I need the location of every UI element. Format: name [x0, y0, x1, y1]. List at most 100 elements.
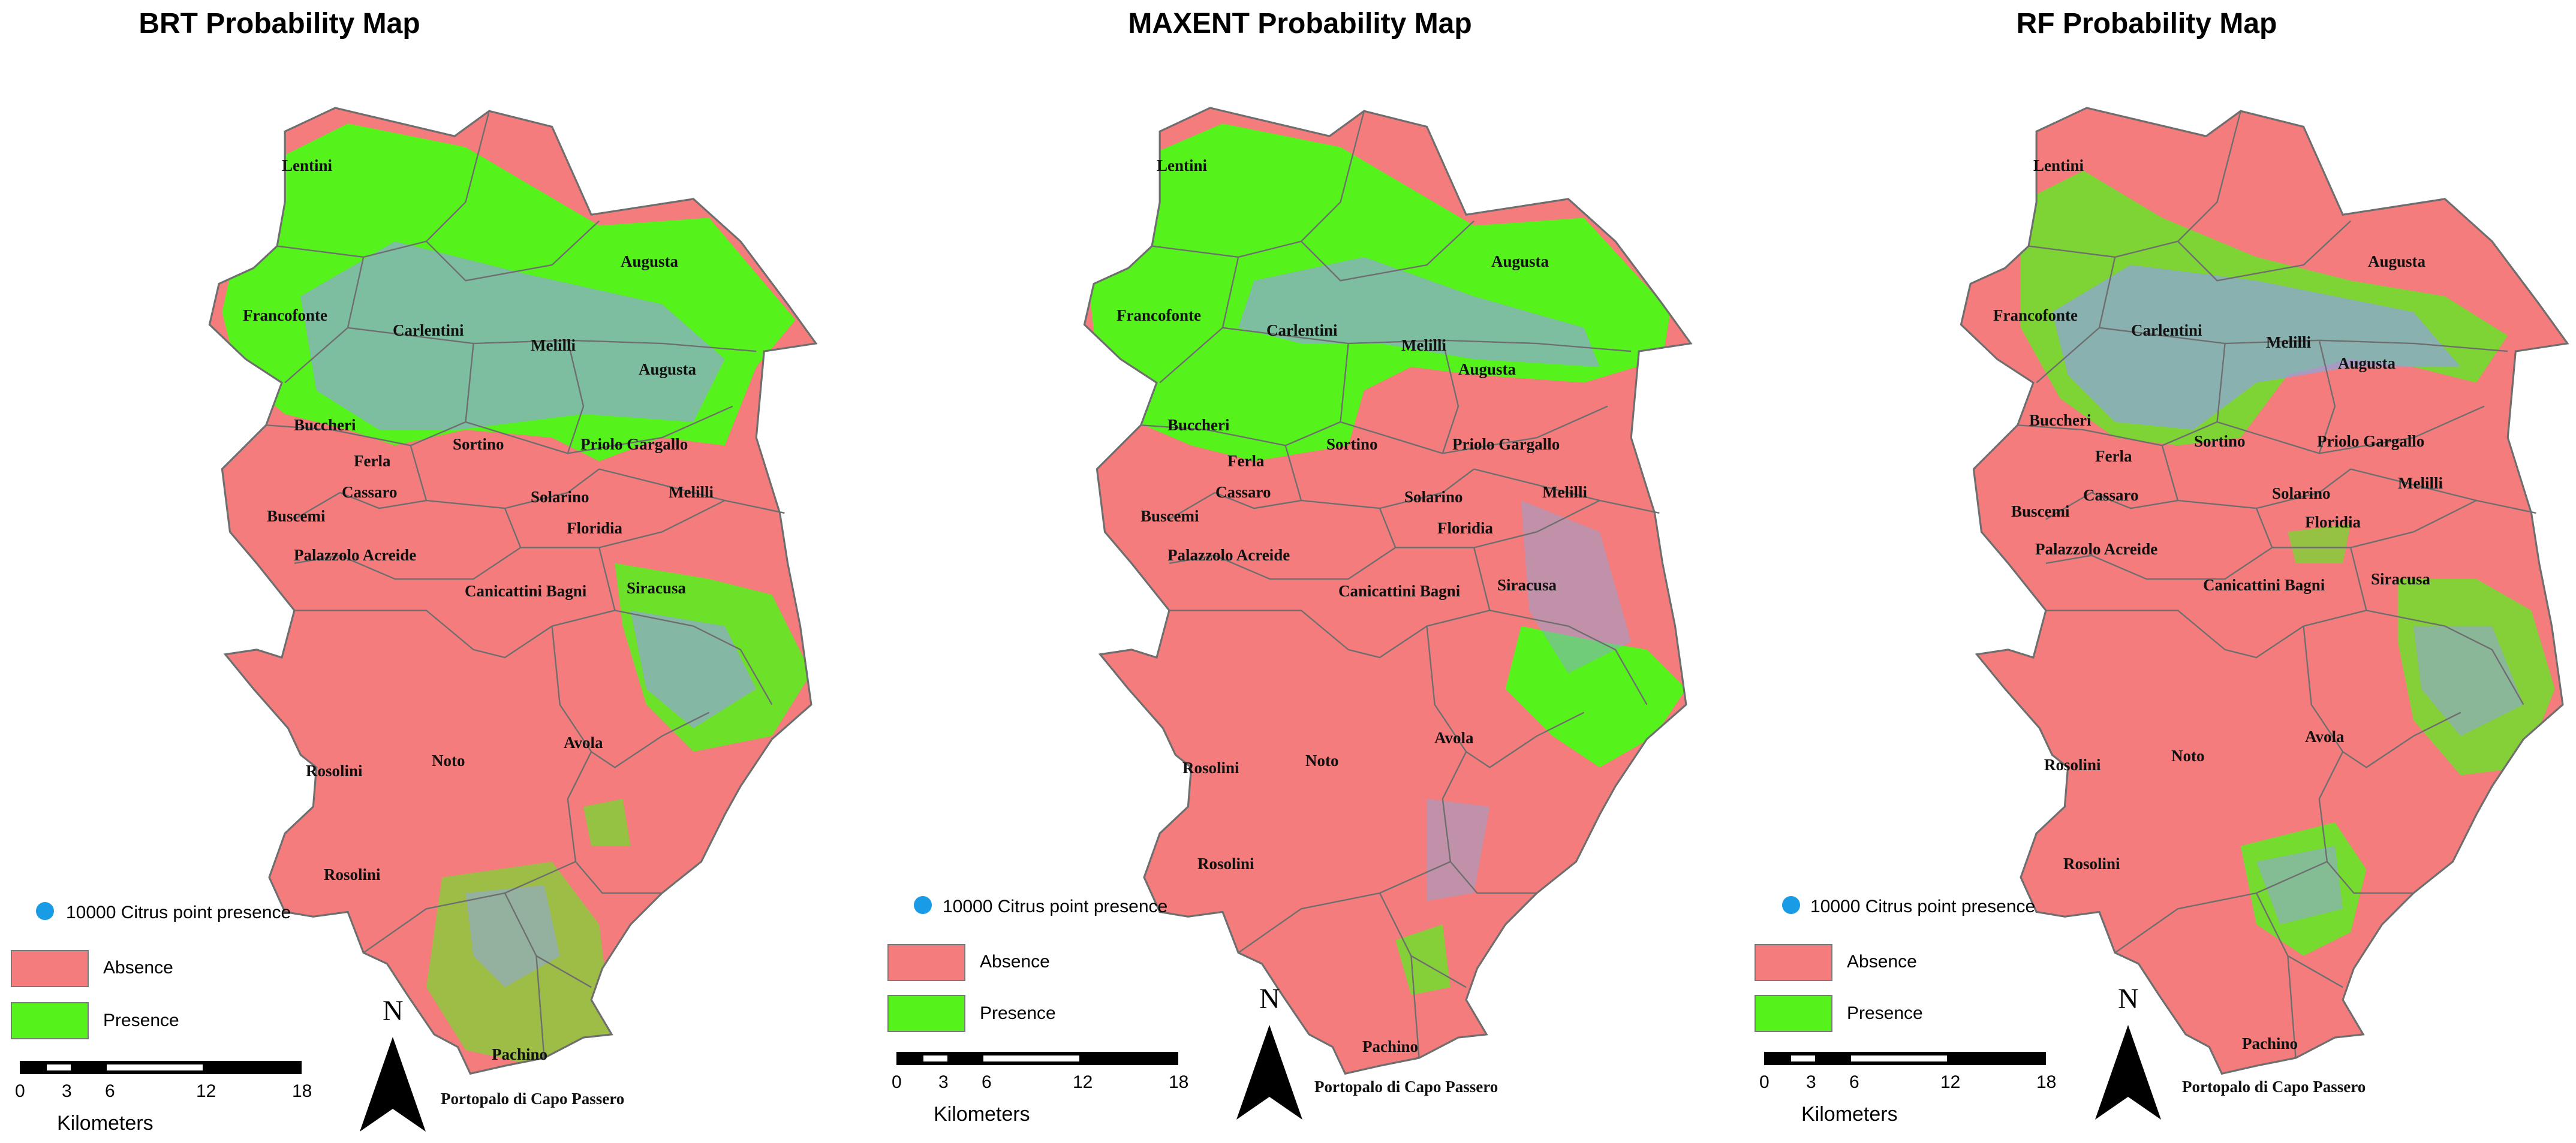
legend-absence-label: Absence	[980, 952, 1050, 972]
legend-presence-label: Presence	[1847, 1003, 1923, 1023]
panel-brt: BRT Probability Map Lentini Francofonte …	[0, 0, 859, 1143]
scale-tick: 3	[62, 1081, 72, 1101]
scale-tick: 6	[105, 1081, 115, 1101]
town-label: Priolo Gargallo	[580, 435, 688, 453]
citrus-point-legend-dot	[36, 902, 54, 920]
town-label: Canicattini Bagni	[2203, 576, 2325, 594]
legend-presence-label: Presence	[103, 1011, 179, 1030]
town-label: Avola	[1434, 729, 1474, 747]
scale-tick: 3	[1806, 1072, 1816, 1092]
town-label: Ferla	[1227, 452, 1265, 470]
town-label: Rosolini	[2044, 756, 2101, 774]
town-label: Francofonte	[1993, 306, 2078, 324]
town-label: Ferla	[354, 452, 391, 470]
town-label: Buscemi	[1140, 507, 1199, 525]
panel-rf: RF Probability Map Lentini Francofonte C…	[1717, 0, 2576, 1143]
town-label: Melilli	[1401, 336, 1446, 354]
town-label: Rosolini	[306, 762, 363, 780]
town-label: Portopalo di Capo Passero	[2182, 1078, 2366, 1096]
town-label: Augusta	[639, 360, 697, 378]
scale-unit: Kilometers	[934, 1103, 1030, 1126]
scale-unit: Kilometers	[1801, 1103, 1898, 1126]
brt-probability-map: Lentini Francofonte Carlentini Augusta M…	[208, 107, 817, 1108]
scale-tick: 12	[196, 1081, 216, 1101]
town-label: Melilli	[2398, 474, 2443, 492]
town-label: Pachino	[1362, 1038, 1418, 1055]
scale-unit: Kilometers	[57, 1112, 154, 1135]
scale-tick: 12	[1073, 1072, 1093, 1092]
scale-tick: 12	[1940, 1072, 1960, 1092]
town-label: Ferla	[2095, 447, 2132, 465]
town-label: Siracusa	[2371, 570, 2431, 588]
absence-swatch	[11, 950, 89, 987]
town-label: Avola	[2305, 728, 2345, 746]
legend-absence-label: Absence	[103, 958, 173, 978]
town-label: Melilli	[1542, 483, 1587, 501]
town-label: Rosolini	[1182, 759, 1239, 777]
town-label: Buscemi	[2011, 502, 2070, 520]
town-label: Noto	[432, 752, 465, 770]
scale-tick: 18	[1169, 1072, 1188, 1092]
town-label: Melilli	[2266, 333, 2311, 351]
panel-maxent: MAXENT Probability Map Lentini Francofon…	[859, 0, 1717, 1143]
scale-tick: 18	[292, 1081, 312, 1101]
town-label: Augusta	[621, 252, 679, 270]
town-label: Lentini	[282, 156, 333, 174]
town-label: Solarino	[2272, 484, 2331, 502]
north-label: N	[2118, 983, 2139, 1015]
north-label: N	[1259, 983, 1280, 1015]
town-label: Canicattini Bagni	[465, 582, 587, 600]
town-label: Augusta	[1491, 252, 1549, 270]
town-label: Noto	[1305, 752, 1339, 770]
town-label: Siracusa	[627, 579, 687, 597]
town-label: Palazzolo Acreide	[1167, 546, 1290, 564]
legend-point-label: 10000 Citrus point presence	[943, 897, 1168, 916]
town-label: Melilli	[669, 483, 714, 501]
scale-tick: 6	[1849, 1072, 1859, 1092]
legend-point-label: 10000 Citrus point presence	[1810, 897, 2036, 916]
town-label: Sortino	[453, 435, 504, 453]
town-label: Cassaro	[342, 483, 398, 501]
legend-absence-label: Absence	[1847, 952, 1917, 972]
town-label: Buscemi	[267, 507, 326, 525]
presence-zone-siracusa	[1505, 626, 1686, 768]
town-label: Melilli	[531, 336, 576, 354]
town-label: Lentini	[1157, 156, 1208, 174]
town-label: Solarino	[531, 488, 589, 506]
town-label: Cassaro	[1215, 483, 1271, 501]
town-label: Canicattini Bagni	[1338, 582, 1461, 600]
town-label: Palazzolo Acreide	[2035, 540, 2157, 558]
scale-bar: 0 3 6 12 18 Kilometers	[892, 1052, 1188, 1126]
town-label: Avola	[564, 734, 603, 752]
town-label: Pachino	[2242, 1035, 2298, 1052]
town-label: Portopalo di Capo Passero	[441, 1090, 624, 1108]
citrus-points-north	[300, 241, 725, 430]
citrus-points-north	[2052, 265, 2461, 430]
town-label: Augusta	[2338, 354, 2396, 372]
legend-point-label: 10000 Citrus point presence	[66, 903, 291, 922]
legend-presence-label: Presence	[980, 1003, 1056, 1023]
panel-title: BRT Probability Map	[139, 8, 420, 40]
town-label: Priolo Gargallo	[2317, 432, 2424, 450]
town-label: Floridia	[1437, 519, 1493, 537]
town-label: Portopalo di Capo Passero	[1314, 1078, 1498, 1096]
presence-swatch	[1755, 995, 1832, 1032]
scale-tick: 0	[892, 1072, 902, 1092]
presence-swatch	[11, 1002, 89, 1039]
presence-swatch	[887, 995, 965, 1032]
town-label: Pachino	[492, 1045, 547, 1063]
town-label: Priolo Gargallo	[1452, 435, 1560, 453]
town-label: Carlentini	[2131, 321, 2202, 339]
panel-title: MAXENT Probability Map	[1128, 8, 1472, 40]
town-label: Palazzolo Acreide	[294, 546, 416, 564]
town-label: Cassaro	[2083, 486, 2139, 504]
absence-swatch	[1755, 944, 1832, 981]
citrus-point-legend-dot	[1782, 896, 1800, 914]
north-label: N	[383, 995, 404, 1027]
town-label: Buccheri	[294, 416, 356, 434]
rf-probability-map: Lentini Francofonte Carlentini Augusta M…	[1960, 107, 2569, 1096]
scale-tick: 6	[982, 1072, 992, 1092]
town-label: Noto	[2171, 747, 2205, 765]
scale-bar: 0 3 6 12 18 Kilometers	[1759, 1052, 2056, 1126]
north-arrow-icon: N	[1236, 983, 1302, 1120]
